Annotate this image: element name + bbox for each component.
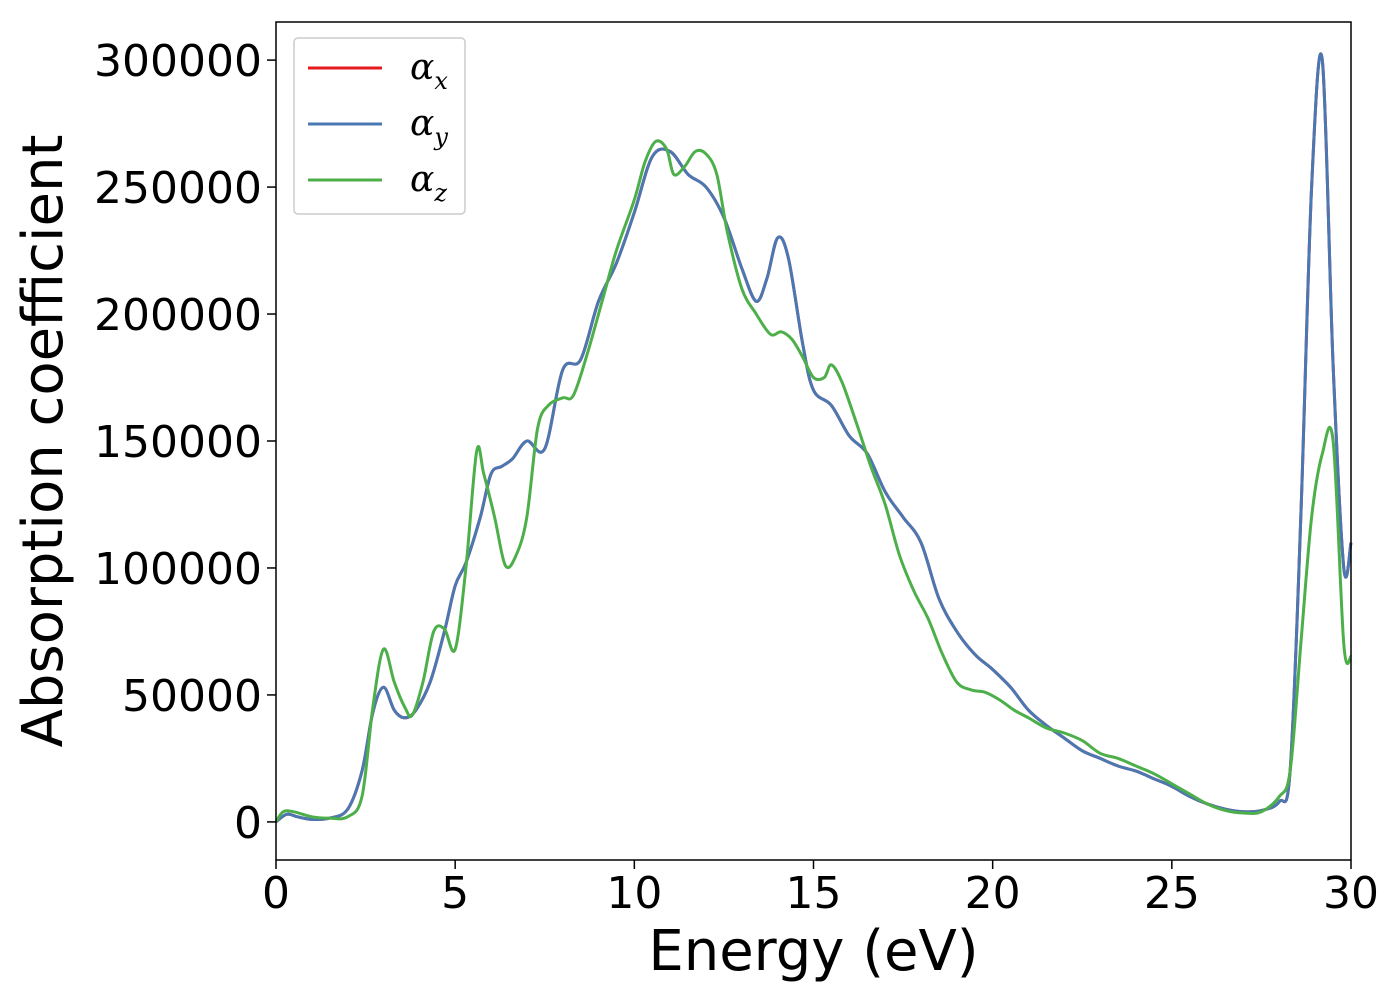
legend-frame	[293, 37, 466, 215]
y-tick-label: 50000	[122, 671, 262, 722]
legend-label-alpha-x: αx	[410, 47, 448, 95]
x-tick-label: 20	[965, 868, 1021, 919]
y-tick-label: 150000	[94, 417, 262, 468]
x-tick-label: 10	[606, 868, 662, 919]
y-tick-label: 250000	[94, 163, 262, 214]
legend: αx αy αz	[293, 37, 466, 215]
y-tick-label: 0	[234, 798, 262, 849]
x-tick-label: 15	[786, 868, 842, 919]
x-tick-label: 25	[1144, 868, 1200, 919]
x-axis: 0 5 10 15 20 25 30	[262, 860, 1379, 919]
y-tick-label: 300000	[94, 36, 262, 87]
x-tick-label: 30	[1323, 868, 1379, 919]
y-tick-label: 100000	[94, 544, 262, 595]
legend-label-alpha-z: αz	[410, 159, 447, 207]
y-axis-title: Absorption coefficient	[11, 135, 76, 748]
series-line-alpha-z	[274, 139, 1353, 823]
x-tick-label: 5	[441, 868, 469, 919]
x-tick-label: 0	[262, 868, 290, 919]
y-axis: 0 50000 100000 150000 200000 250000 300000	[94, 36, 276, 849]
legend-label-alpha-y: αy	[410, 103, 448, 151]
series-layer	[274, 52, 1353, 824]
y-tick-label: 200000	[94, 290, 262, 341]
x-axis-title: Energy (eV)	[648, 919, 978, 984]
